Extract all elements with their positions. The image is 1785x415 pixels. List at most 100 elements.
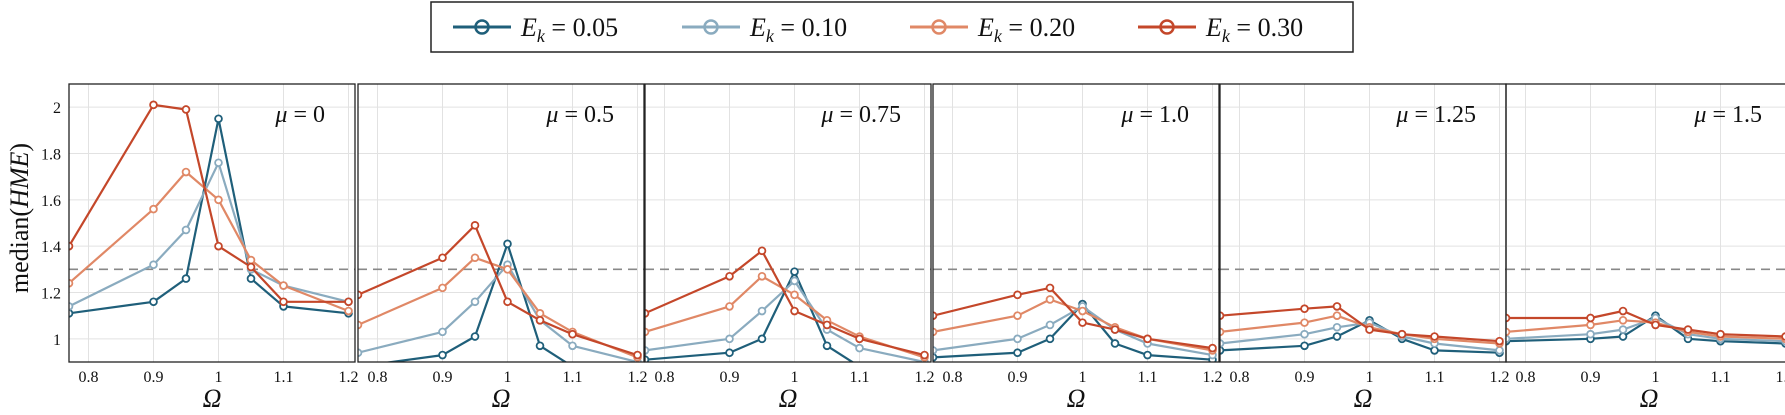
data-point <box>1220 339 1225 348</box>
data-point <box>69 302 74 311</box>
x-tick-label: 1.1 <box>563 369 583 386</box>
x-tick-label: 0.9 <box>433 369 453 386</box>
x-tick-label: 1.2 <box>339 369 359 386</box>
x-tick-labels: 0.8 0.9 1 1.1 1.2 <box>943 369 1223 386</box>
data-point <box>279 297 288 307</box>
panel-label: μ = 1.5 <box>1693 102 1762 128</box>
data-point <box>1332 332 1342 341</box>
series-0 <box>69 114 353 318</box>
data-point <box>438 350 447 360</box>
panel-label-var: μ <box>274 102 287 128</box>
series-3 <box>1506 306 1785 341</box>
data-point <box>535 341 545 351</box>
legend-var: E <box>749 13 766 42</box>
data-point <box>246 262 256 272</box>
data-point <box>438 253 447 263</box>
x-axis-label: Ω <box>1354 384 1373 413</box>
legend-val: 0.05 <box>573 13 619 42</box>
panel-label: μ = 0 <box>274 102 325 128</box>
data-point <box>1506 327 1511 337</box>
panel-label-var: μ <box>1120 102 1133 128</box>
data-point <box>645 309 650 318</box>
data-point <box>1618 315 1628 325</box>
data-point <box>645 355 650 362</box>
data-point <box>470 253 480 263</box>
data-point <box>438 283 447 293</box>
data-point <box>503 265 512 274</box>
series-2 <box>69 167 353 316</box>
data-point <box>1332 322 1342 332</box>
x-tick-label: 0.8 <box>1516 369 1536 386</box>
data-point <box>1300 341 1309 351</box>
data-point <box>1078 318 1087 327</box>
data-point <box>214 114 223 124</box>
x-tick-label: 0.9 <box>1008 369 1028 386</box>
x-tick-label: 1.1 <box>1138 369 1158 386</box>
x-axis-label: Ω <box>1067 384 1086 413</box>
data-point <box>933 327 938 337</box>
data-point <box>1586 329 1595 339</box>
data-point <box>1506 334 1511 344</box>
plot-frame <box>644 83 932 363</box>
legend-val: 0.20 <box>1030 13 1076 42</box>
data-point <box>757 306 767 316</box>
plot-frame <box>68 83 356 363</box>
data-point <box>1495 346 1504 355</box>
data-point <box>1110 339 1120 348</box>
panel-label: μ = 1.0 <box>1120 102 1189 128</box>
data-point <box>181 167 191 177</box>
data-point <box>149 100 158 110</box>
x-axis-label: Ω <box>492 384 511 413</box>
x-tick-label: 1.2 <box>1490 369 1510 386</box>
x-tick-label: 0.9 <box>720 369 740 386</box>
data-point <box>920 350 929 360</box>
y-tick-label: 1.4 <box>41 239 61 256</box>
panel-label-var: μ <box>545 102 558 128</box>
legend-eq: = <box>774 13 802 42</box>
legend-val: 0.30 <box>1258 13 1304 42</box>
y-tick-label: 2 <box>53 100 61 117</box>
legend-eq: = <box>545 13 573 42</box>
data-point <box>1220 311 1225 320</box>
data-point <box>1143 350 1152 360</box>
data-point <box>645 327 650 337</box>
data-point <box>790 276 799 286</box>
legend-sub: k <box>537 26 546 46</box>
legend-label: Ek = 0.20 <box>977 13 1075 46</box>
plot-frame <box>1505 83 1785 363</box>
data-point <box>470 221 480 230</box>
data-point <box>1716 329 1725 339</box>
data-point <box>725 271 734 281</box>
series-3 <box>933 283 1217 353</box>
series-group <box>358 221 642 362</box>
x-tick-label: 0.8 <box>655 369 675 386</box>
data-point <box>246 274 256 283</box>
panel-label: μ = 0.5 <box>545 102 614 128</box>
data-point <box>1208 343 1217 353</box>
data-point <box>725 302 734 311</box>
x-tick-label: 1 <box>1366 369 1374 386</box>
y-axis-label-post: ) <box>5 143 34 152</box>
data-point <box>790 267 799 276</box>
x-axis-label: Ω <box>203 384 222 413</box>
data-point <box>535 315 545 325</box>
data-point <box>503 239 512 249</box>
data-point <box>1683 325 1693 334</box>
data-point <box>1013 311 1022 320</box>
x-tick-label: 1.2 <box>1776 369 1785 386</box>
legend-marker <box>474 19 490 35</box>
data-point <box>725 348 734 358</box>
data-point <box>1045 320 1055 330</box>
series-3 <box>69 100 353 307</box>
data-point <box>503 297 512 307</box>
series-group <box>69 100 353 318</box>
data-point <box>855 334 864 344</box>
data-point <box>1332 311 1342 320</box>
series-group <box>645 246 929 362</box>
series-3 <box>645 246 929 360</box>
data-point <box>1045 295 1055 304</box>
series-line <box>69 103 349 303</box>
x-tick-label: 0.8 <box>1230 369 1250 386</box>
data-point <box>438 327 447 337</box>
legend-marker <box>931 19 947 35</box>
